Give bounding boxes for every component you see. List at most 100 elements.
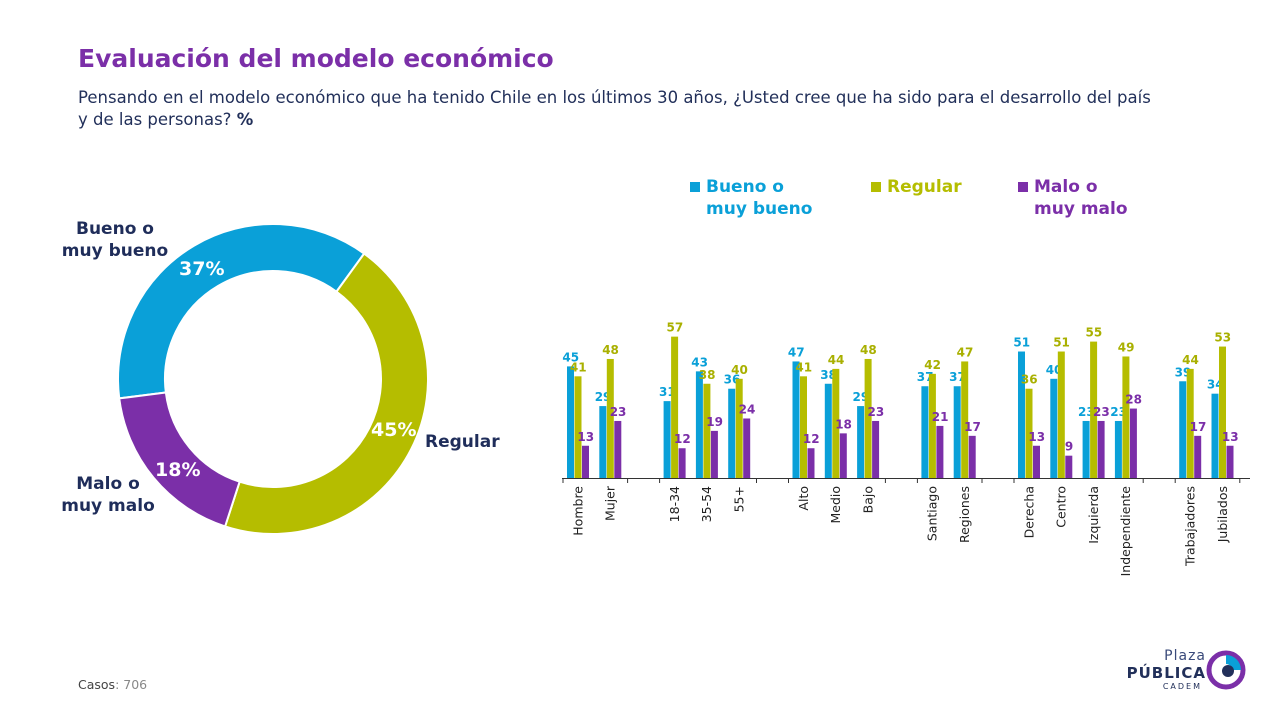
x-tick-label: Mujer	[603, 485, 618, 521]
legend-item-regular: Regular	[871, 176, 1017, 198]
data-label-malo: 13	[577, 430, 594, 444]
logo-line3: CADEM	[1162, 682, 1202, 691]
logo-mark-icon	[1206, 650, 1246, 690]
x-tick-label: Izquierda	[1086, 486, 1101, 544]
bar-malo	[710, 430, 718, 478]
data-label-malo: 17	[1190, 420, 1207, 434]
data-label-malo: 9	[1065, 440, 1073, 454]
donut-label-bueno-line2: muy bueno	[61, 241, 169, 261]
plaza-publica-logo: Plaza PÚBLICA CADEM	[1126, 648, 1246, 694]
bar-regular	[735, 378, 743, 478]
logo-line2: PÚBLICA	[1126, 664, 1206, 682]
data-label-regular: 40	[731, 363, 748, 377]
bar-bueno	[1179, 381, 1187, 478]
legend-label-malo-line1: Malo o	[1034, 177, 1098, 197]
data-label-regular: 44	[1182, 353, 1199, 367]
data-label-malo: 24	[739, 402, 756, 416]
bar-malo	[582, 445, 589, 478]
bar-bueno	[728, 388, 736, 478]
bar-bueno	[1050, 378, 1058, 478]
bar-regular	[800, 376, 807, 478]
data-label-malo: 13	[1222, 430, 1239, 444]
casos-value: : 706	[115, 677, 148, 692]
bar-bueno	[824, 383, 832, 478]
bar-malo	[1226, 445, 1234, 478]
donut-label-malo-line1: Malo o	[76, 474, 140, 494]
data-label-regular: 53	[1214, 331, 1231, 345]
x-tick-label: 18-34	[667, 486, 682, 522]
data-label-bueno: 43	[691, 355, 708, 369]
data-label-malo: 13	[1028, 430, 1045, 444]
bar-regular	[574, 376, 582, 478]
bar-malo	[1129, 408, 1137, 478]
bar-malo	[1194, 435, 1202, 478]
bar-malo	[614, 420, 622, 478]
donut-chart: Bueno o muy bueno Regular Malo o muy mal…	[0, 0, 560, 600]
bar-bueno	[921, 386, 929, 478]
bar-malo	[1033, 445, 1040, 478]
donut-label-regular: Regular	[425, 432, 500, 452]
data-label-malo: 21	[932, 410, 949, 424]
data-label-malo: 23	[1093, 405, 1110, 419]
donut-svg	[117, 223, 429, 535]
donut-slice-regular	[223, 252, 429, 535]
data-label-regular: 44	[828, 353, 845, 367]
bar-bueno	[953, 386, 961, 478]
data-label-regular: 42	[924, 358, 941, 372]
bar-malo	[936, 425, 944, 478]
bar-regular	[1057, 351, 1065, 478]
bar-bueno	[1082, 420, 1090, 478]
page-title: Evaluación del modelo económico	[78, 44, 554, 73]
data-label-malo: 28	[1125, 393, 1142, 407]
bar-bueno	[567, 366, 574, 478]
donut-value-bueno: 37%	[179, 258, 225, 280]
bar-bueno	[1114, 420, 1122, 478]
x-tick-label: Regiones	[957, 486, 972, 543]
bar-regular	[961, 361, 969, 478]
bar-bueno	[663, 401, 671, 478]
bar-bueno	[857, 406, 865, 478]
bar-regular	[703, 383, 711, 478]
data-label-bueno: 51	[1013, 336, 1030, 350]
data-label-regular: 47	[957, 345, 974, 359]
bar-malo	[839, 433, 847, 478]
data-label-regular: 36	[1021, 373, 1038, 387]
data-label-malo: 23	[867, 405, 884, 419]
data-label-malo: 23	[610, 405, 627, 419]
bar-bueno	[695, 371, 703, 478]
bar-bueno	[1018, 351, 1025, 478]
bar-regular	[928, 373, 936, 478]
bar-regular	[1025, 388, 1033, 478]
x-tick-label: Centro	[1054, 486, 1069, 528]
sample-size: Casos: 706	[78, 677, 147, 692]
bar-bueno	[599, 406, 607, 478]
data-label-regular: 38	[699, 368, 716, 382]
data-label-regular: 41	[570, 360, 587, 374]
legend-label-bueno-line1: Bueno o	[706, 177, 784, 197]
bar-bueno	[1211, 393, 1219, 478]
bar-regular	[1219, 346, 1226, 478]
donut-label-bueno-line1: Bueno o	[76, 219, 154, 239]
bar-malo	[807, 448, 815, 478]
data-label-regular: 48	[860, 343, 877, 357]
x-tick-label: Medio	[828, 486, 843, 524]
bar-malo	[872, 420, 880, 478]
legend-label-bueno-line2: muy bueno	[706, 199, 813, 219]
unit-label: %	[236, 110, 254, 129]
data-label-bueno: 47	[788, 345, 805, 359]
x-tick-label: 35-54	[699, 486, 714, 522]
x-tick-label: Jubilados	[1215, 486, 1230, 543]
donut-slice-bueno	[117, 223, 366, 400]
logo-line1: Plaza	[1164, 648, 1206, 664]
data-label-malo: 18	[835, 417, 852, 431]
x-tick-label: Alto	[796, 486, 811, 511]
x-tick-label: Trabajadores	[1182, 486, 1197, 567]
casos-label: Casos	[78, 677, 116, 692]
question: Pensando en el modelo económico que ha t…	[78, 88, 1151, 129]
data-label-malo: 12	[803, 432, 820, 446]
x-tick-label: Derecha	[1021, 486, 1036, 538]
x-tick-label: 55+	[731, 486, 746, 512]
bar-regular	[864, 358, 872, 478]
question-text: Pensando en el modelo económico que ha t…	[78, 87, 1158, 131]
bar-marks: 454113Hombre294823Mujer31571218-34433819…	[562, 321, 1250, 576]
